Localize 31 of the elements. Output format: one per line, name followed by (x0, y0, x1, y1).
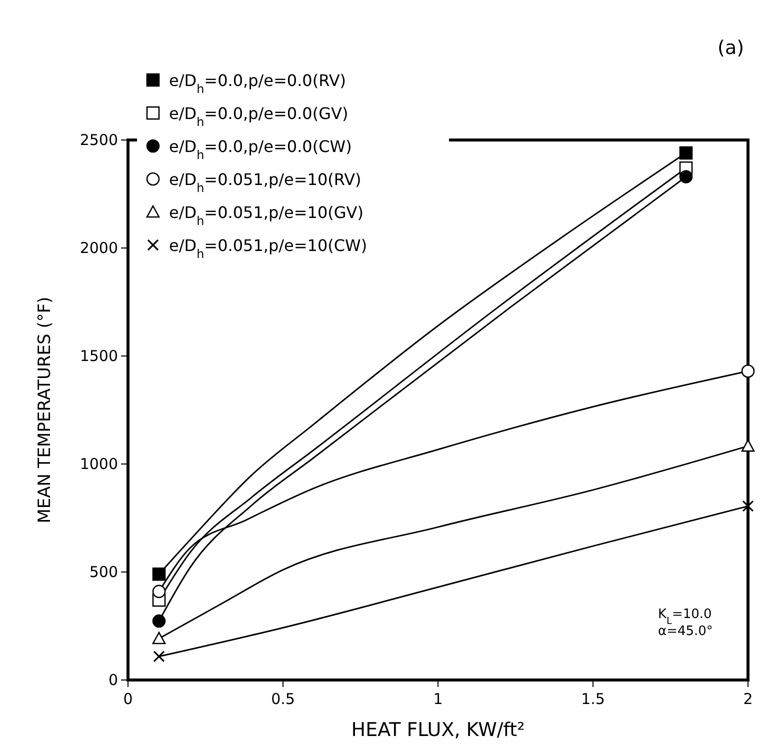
point (152, 584, 166, 598)
y-tick-label: 1500 (80, 347, 118, 365)
x-tick-label: 0.5 (271, 690, 295, 708)
y-axis-title: MEAN TEMPERATURES (°F) (35, 296, 55, 524)
y-tick-label: 1000 (80, 455, 118, 473)
y-tick-label: 500 (89, 563, 118, 581)
point (679, 170, 693, 184)
point (152, 568, 166, 581)
x-tick-label: 2 (743, 690, 753, 708)
legend-label: e/D$_{h}$=0.051,p/e=10(RV) (169, 170, 362, 195)
x-tick-label: 1.5 (581, 690, 605, 708)
text: (a) (718, 37, 744, 59)
point (152, 614, 166, 628)
legend-label: e/D$_{h}$=0.051,p/e=10(CW) (169, 236, 368, 261)
y-tick-label: 2500 (80, 131, 118, 149)
point (153, 650, 165, 662)
legend-label: e/D$_{h}$=0.051,p/e=10(GV) (169, 203, 364, 228)
x-tick-label: 0 (123, 690, 133, 708)
legend-label: e/D$_{h}$=0.0,p/e=0.0(CW) (169, 137, 352, 162)
point (741, 364, 755, 378)
y-tick-label: 2000 (80, 239, 118, 257)
x-axis-title: HEAT FLUX, KW/ft² (351, 719, 525, 741)
legend-label: e/D$_{h}$=0.0,p/e=0.0(GV) (169, 104, 348, 129)
point (679, 146, 693, 160)
annotation: K$_{L}$=10.0 (658, 607, 712, 626)
point (152, 632, 166, 644)
x-tick-label: 1 (433, 690, 443, 708)
annotation: α=45.0° (658, 624, 713, 639)
point (742, 500, 754, 512)
y-tick-label: 0 (108, 671, 118, 689)
legend-label: e/D$_{h}$=0.0,p/e=0.0(RV) (169, 71, 346, 96)
